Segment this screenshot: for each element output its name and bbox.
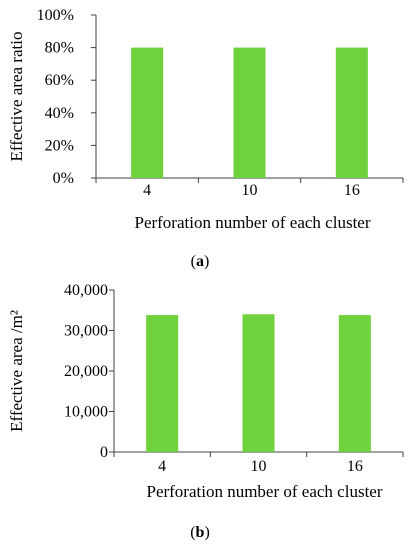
panel-label: (a)	[191, 253, 210, 270]
y-tick-label: 30,000	[64, 323, 108, 340]
y-tick-label: 80%	[45, 40, 74, 57]
bar-16	[338, 315, 371, 452]
x-tick-label: 10	[242, 182, 258, 199]
y-tick-label: 100%	[37, 7, 74, 24]
x-tick-label: 4	[143, 182, 151, 199]
y-tick-label: 20%	[45, 137, 74, 154]
y-tick-label: 40,000	[64, 282, 108, 299]
panel-letter: a	[196, 253, 204, 270]
y-tick-label: 0%	[53, 170, 74, 187]
x-tick-label: 4	[158, 458, 166, 475]
y-tick-label: 40%	[45, 105, 74, 122]
bar-10	[233, 47, 266, 178]
chart-panel-a: 0% 20% 40% 60% 80% 100% 4 10 16 Perforation numbe…	[7, 7, 404, 270]
bar-4	[131, 47, 164, 178]
y-tick-label: 60%	[45, 72, 74, 89]
x-tick-label: 10	[251, 458, 267, 475]
panel-label: (b)	[190, 524, 210, 541]
x-axis-label: Perforation number of each cluster	[134, 213, 370, 232]
chart-panel-b: 0 10,000 20,000 30,000 40,000 4 10 16 Perforatio…	[7, 282, 404, 541]
x-axis-label: Perforation number of each cluster	[146, 482, 382, 501]
y-tick-label: 20,000	[64, 363, 108, 380]
x-tick-label: 16	[344, 182, 360, 199]
x-tick-label: 16	[347, 458, 363, 475]
y-axis-label: Effective area ratio	[7, 32, 26, 162]
y-tick-label: 10,000	[64, 404, 108, 421]
bar-10	[242, 314, 275, 452]
bar-16	[335, 47, 368, 178]
panel-letter: b	[196, 524, 205, 541]
y-tick-label: 0	[100, 444, 108, 461]
bar-4	[146, 315, 179, 452]
y-axis-label: Effective area /m²	[7, 310, 26, 432]
